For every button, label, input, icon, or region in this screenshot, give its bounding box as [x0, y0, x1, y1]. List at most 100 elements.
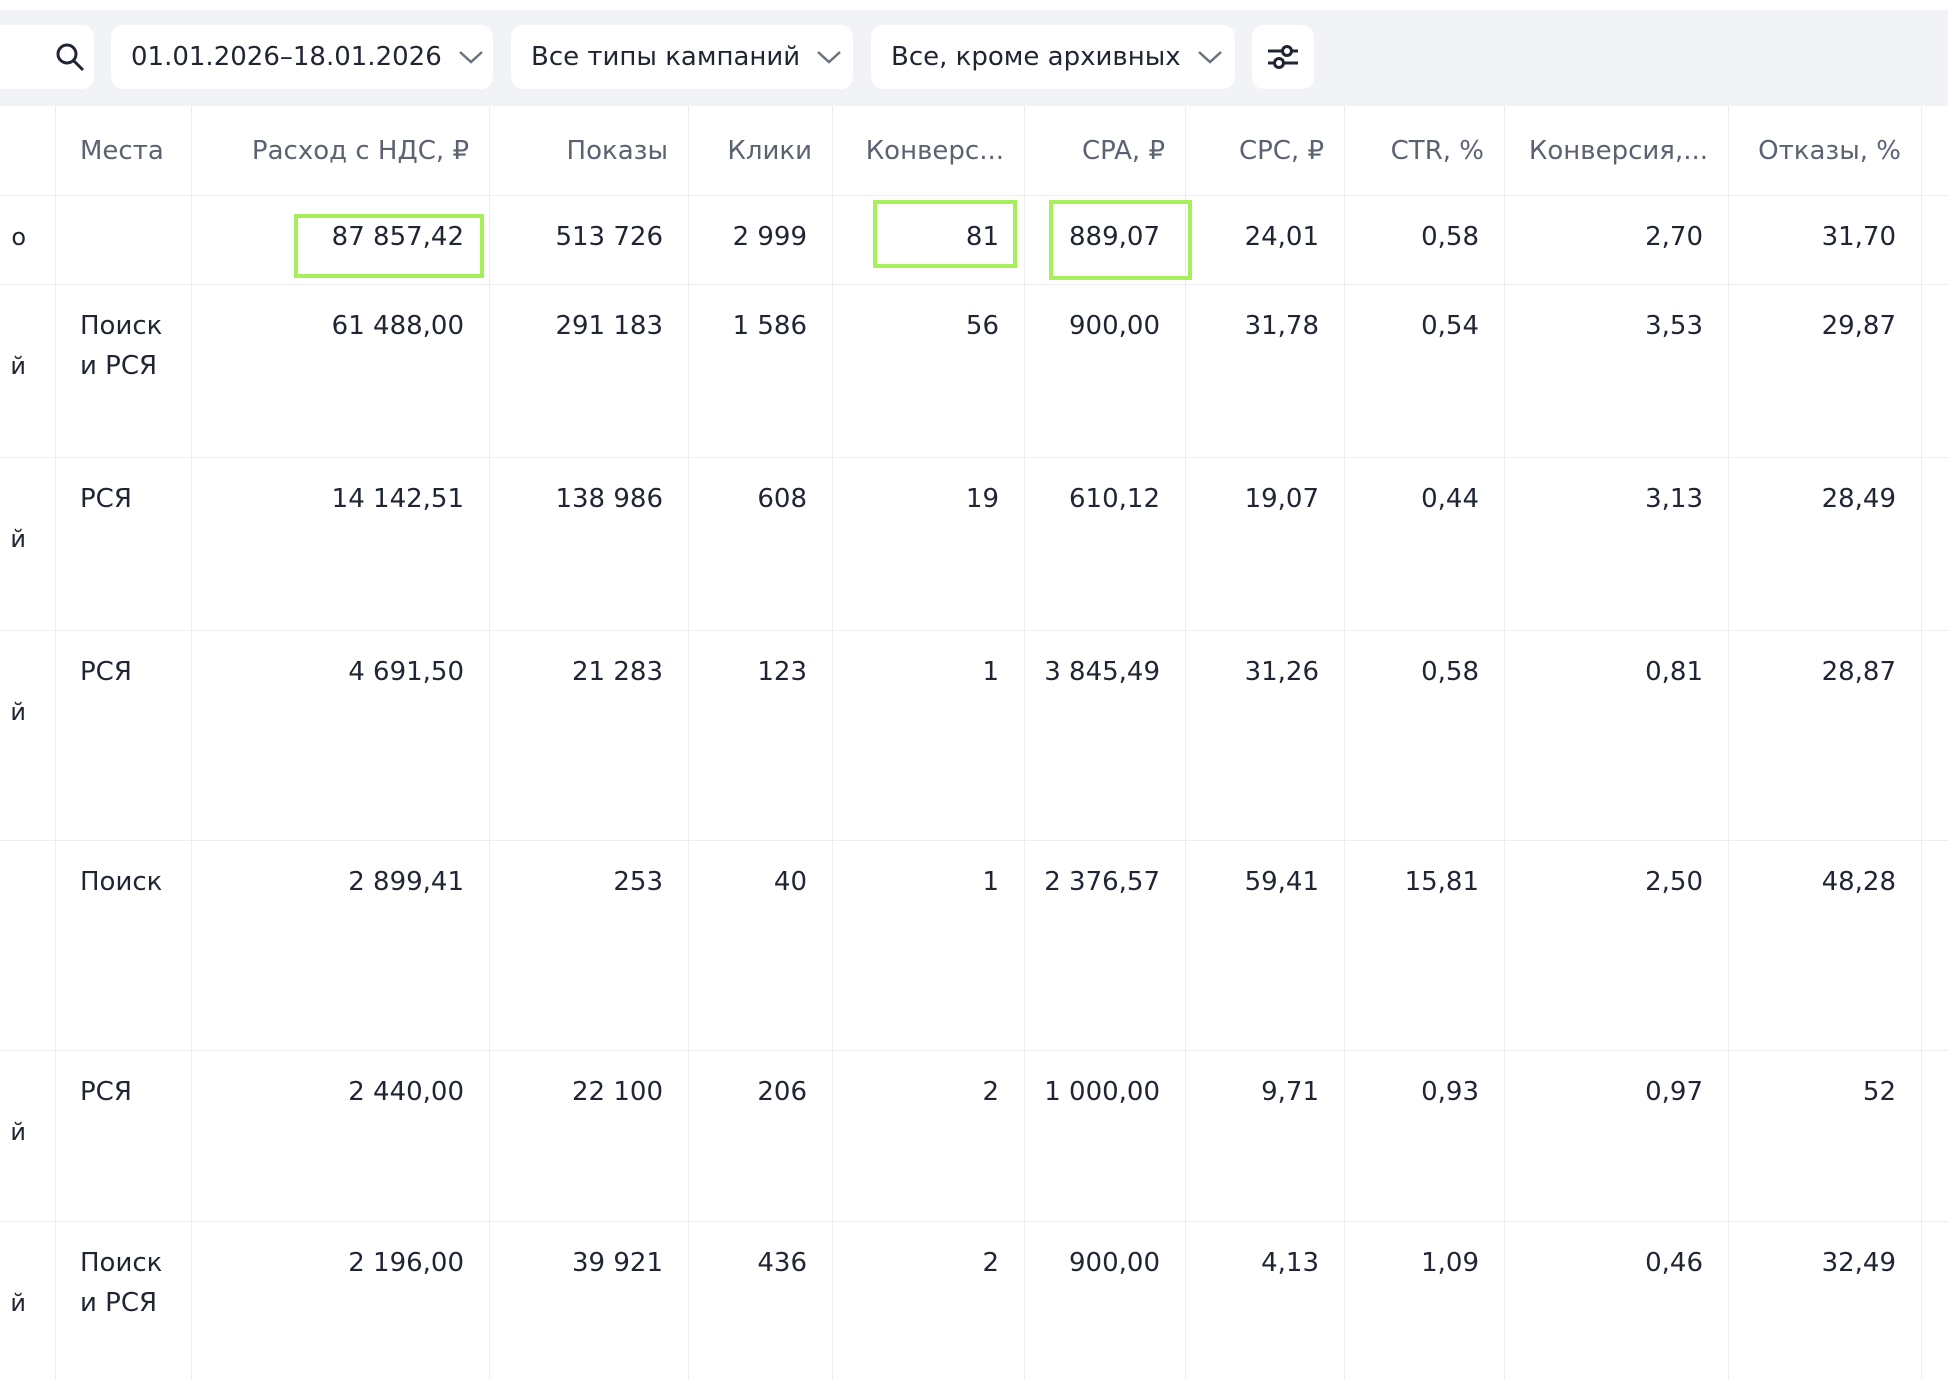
number-cell: 2 999: [732, 222, 807, 252]
number-cell: 0,46: [1645, 1248, 1703, 1278]
status-text: Все, кроме архивных: [891, 42, 1181, 72]
number-cell: 40: [773, 867, 807, 897]
number-cell: 2 196,00: [348, 1248, 464, 1278]
cut-cell: й: [10, 352, 26, 380]
number-cell: 253: [613, 867, 663, 897]
column-divider: [1185, 106, 1186, 1380]
column-divider: [489, 106, 490, 1380]
column-header: CPA, ₽: [1081, 135, 1165, 166]
column-divider: [1921, 106, 1922, 1380]
number-cell: 138 986: [555, 484, 663, 514]
number-cell: 31,70: [1821, 222, 1896, 252]
column-divider: [688, 106, 689, 1380]
number-cell: 0,44: [1421, 484, 1479, 514]
column-header: CTR, %: [1390, 135, 1484, 166]
column-header: CPC, ₽: [1238, 135, 1324, 166]
number-cell: 0,81: [1645, 657, 1703, 687]
row-divider: [0, 457, 1948, 458]
status-dropdown[interactable]: Все, кроме архивных: [871, 25, 1235, 89]
column-divider: [832, 106, 833, 1380]
row-divider: [0, 630, 1948, 631]
number-cell: 9,71: [1261, 1077, 1319, 1107]
number-cell: 32,49: [1821, 1248, 1896, 1278]
number-cell: 3,13: [1645, 484, 1703, 514]
number-cell: 28,49: [1821, 484, 1896, 514]
number-cell: 19: [965, 484, 999, 514]
number-cell: 889,07: [1069, 222, 1160, 252]
highlight: [294, 214, 484, 278]
column-header: Показы: [566, 135, 668, 166]
number-cell: 61 488,00: [331, 311, 464, 341]
column-header: Клики: [727, 135, 812, 166]
place-cell: РСЯ: [80, 484, 132, 514]
number-cell: 81: [965, 222, 999, 252]
filter-button[interactable]: [1252, 25, 1314, 89]
type-text: Все типы кампаний: [531, 42, 801, 72]
number-cell: 56: [965, 311, 999, 341]
number-cell: 291 183: [555, 311, 663, 341]
number-cell: 1: [982, 867, 999, 897]
number-cell: 0,93: [1421, 1077, 1479, 1107]
number-cell: 29,87: [1821, 311, 1896, 341]
column-header: Конверсия,...: [1528, 135, 1708, 166]
place-cell: Поиск и РСЯ: [80, 1248, 163, 1318]
number-cell: 21 283: [572, 657, 663, 687]
number-cell: 39 921: [572, 1248, 663, 1278]
row-divider: [0, 1221, 1948, 1222]
number-cell: 900,00: [1069, 311, 1160, 341]
column-header: Расход с НДС, ₽: [251, 135, 469, 166]
number-cell: 2,50: [1645, 867, 1703, 897]
type-dropdown[interactable]: Все типы кампаний: [511, 25, 853, 89]
cut-cell: о: [11, 223, 26, 251]
column-divider: [1024, 106, 1025, 1380]
column-divider: [1504, 106, 1505, 1380]
column-divider: [191, 106, 192, 1380]
number-cell: 4,13: [1261, 1248, 1319, 1278]
column-divider: [1728, 106, 1729, 1380]
number-cell: 513 726: [555, 222, 663, 252]
number-cell: 3 845,49: [1044, 657, 1160, 687]
column-divider: [1344, 106, 1345, 1380]
number-cell: 610,12: [1069, 484, 1160, 514]
number-cell: 1 000,00: [1044, 1077, 1160, 1107]
number-cell: 15,81: [1404, 867, 1479, 897]
date-dropdown[interactable]: 01.01.2026–18.01.2026: [111, 25, 493, 89]
number-cell: 2 376,57: [1044, 867, 1160, 897]
number-cell: 28,87: [1821, 657, 1896, 687]
number-cell: 0,58: [1421, 222, 1479, 252]
number-cell: 22 100: [572, 1077, 663, 1107]
row-divider: [0, 840, 1948, 841]
number-cell: 206: [757, 1077, 807, 1107]
number-cell: 19,07: [1244, 484, 1319, 514]
cut-cell: й: [10, 525, 26, 553]
number-cell: 1 586: [732, 311, 807, 341]
cut-cell: й: [10, 698, 26, 726]
number-cell: 2 440,00: [348, 1077, 464, 1107]
search-button[interactable]: [0, 25, 94, 89]
cut-cell: й: [10, 1118, 26, 1146]
number-cell: 0,58: [1421, 657, 1479, 687]
column-header: Отказы, %: [1758, 135, 1901, 166]
row-divider: [0, 1050, 1948, 1051]
row-divider: [0, 284, 1948, 285]
row-divider: [0, 195, 1948, 196]
number-cell: 2: [982, 1248, 999, 1278]
highlight: [1049, 200, 1192, 280]
column-header: Места: [80, 135, 164, 166]
number-cell: 52: [1862, 1077, 1896, 1107]
number-cell: 4 691,50: [348, 657, 464, 687]
number-cell: 14 142,51: [331, 484, 464, 514]
number-cell: 0,97: [1645, 1077, 1703, 1107]
place-cell: РСЯ: [80, 657, 132, 687]
number-cell: 31,78: [1244, 311, 1319, 341]
number-cell: 123: [757, 657, 807, 687]
number-cell: 1,09: [1421, 1248, 1479, 1278]
number-cell: 48,28: [1821, 867, 1896, 897]
number-cell: 24,01: [1244, 222, 1319, 252]
number-cell: 900,00: [1069, 1248, 1160, 1278]
number-cell: 2 899,41: [348, 867, 464, 897]
number-cell: 436: [757, 1248, 807, 1278]
number-cell: 59,41: [1244, 867, 1319, 897]
number-cell: 2: [982, 1077, 999, 1107]
number-cell: 1: [982, 657, 999, 687]
